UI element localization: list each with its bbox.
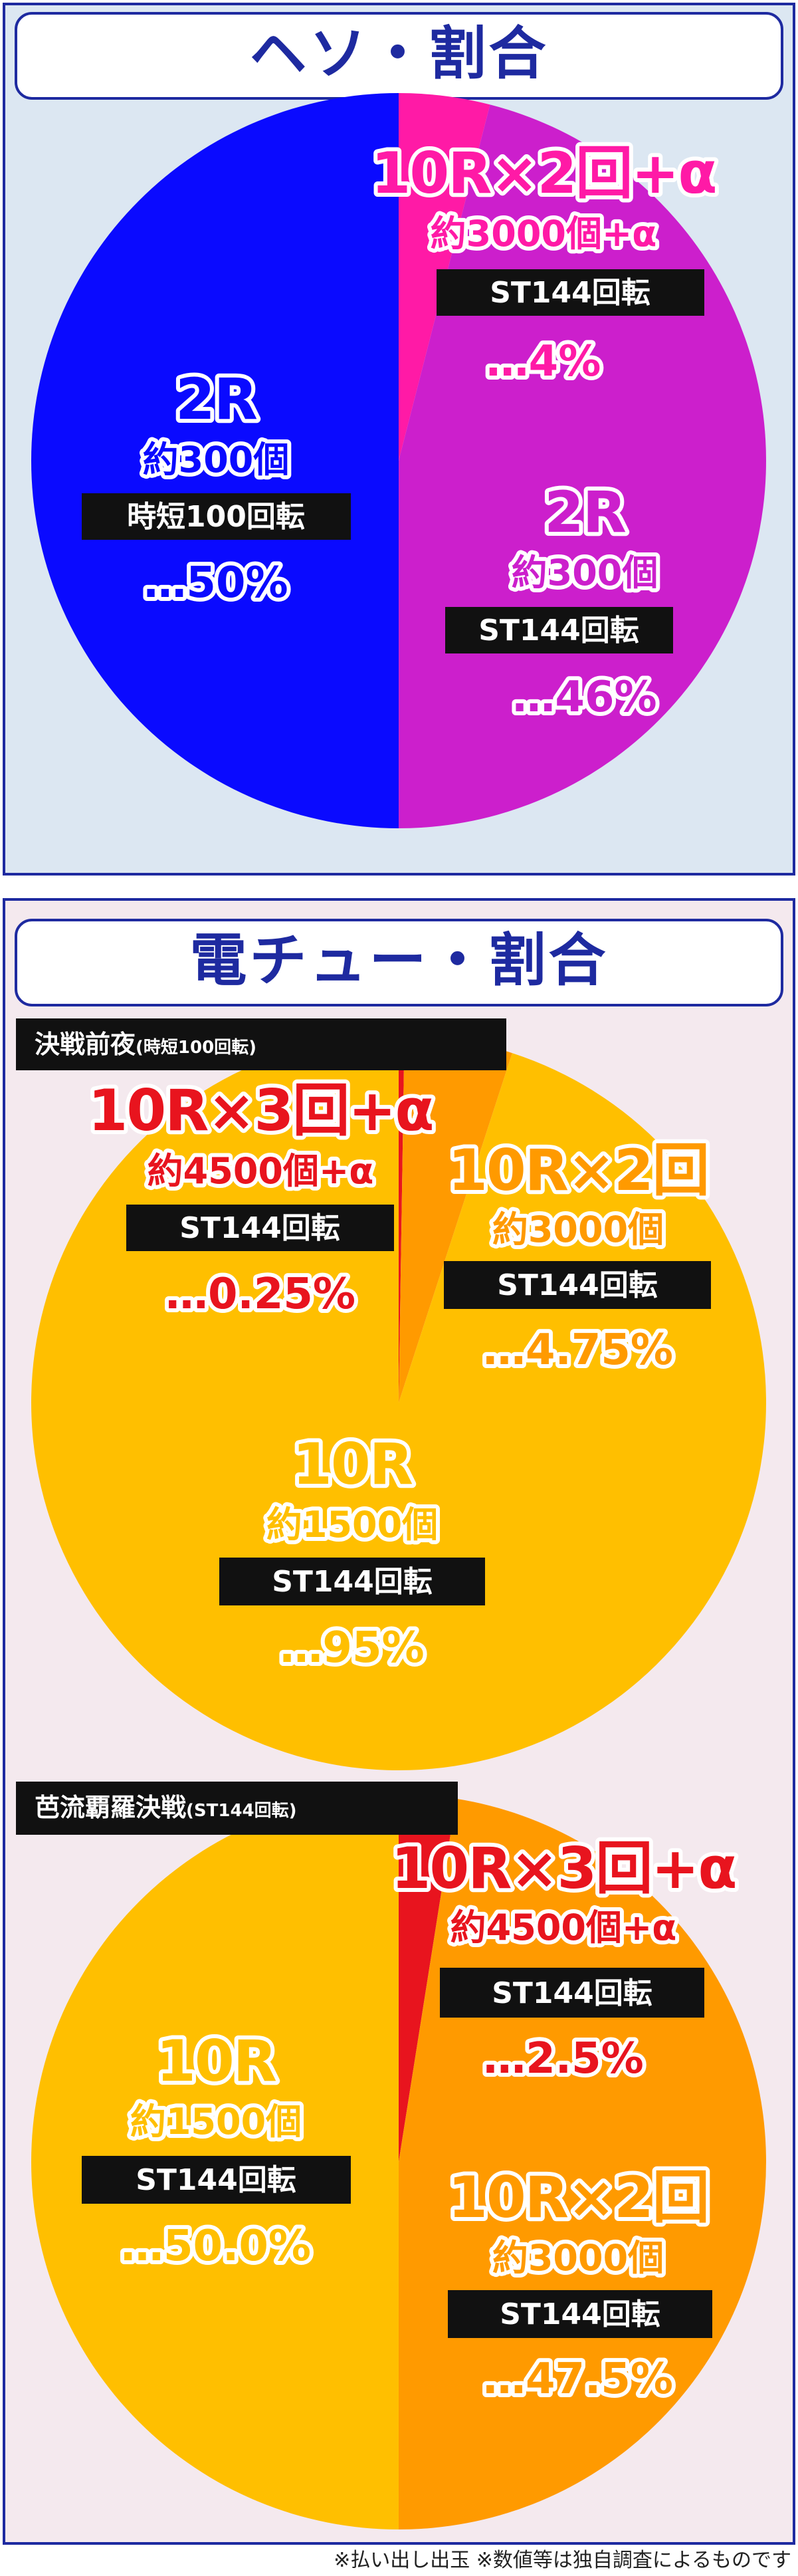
slice-percent-label: …50.0%	[121, 2222, 311, 2271]
slice-payout-label: 約3000個+α	[431, 213, 657, 255]
slice-payout-label: 約4500個+α	[148, 1150, 374, 1192]
slice-percent-label: …4.75%	[483, 1326, 673, 1375]
slice-10r3	[399, 1035, 405, 1403]
slice-round-label: 10R	[292, 1431, 413, 1498]
st-label: ST144回転	[497, 1268, 658, 1302]
heso-slice-label-2r-jitan: 2R 約300個 時短100回転 …50%	[82, 362, 351, 612]
slice-round-label: 10R×2回+α	[371, 140, 716, 207]
slice-payout-label: 約1500個	[266, 1504, 438, 1546]
series-name: 決戦前夜	[35, 1030, 136, 1059]
heso-slice-label-2r-st: 2R 約300個 ST144回転 …46%	[445, 475, 673, 726]
series-note: (時短100回転)	[136, 1038, 257, 1058]
slice-round-label: 10R×3回+α	[391, 1835, 736, 1902]
slice-percent-label: …95%	[280, 1623, 424, 1673]
slice-2r-jitan	[31, 93, 399, 828]
slice-round-label: 2R	[175, 366, 257, 433]
heso-title: ヘソ・割合	[15, 12, 783, 100]
slice-payout-label: 約3000個	[492, 1209, 664, 1250]
zenya-slice-label-10r: 10R 約1500個 ST144回転 …95%	[219, 1427, 485, 1677]
st-box	[82, 493, 351, 540]
barubara-strip: 芭流覇羅決戦(ST144回転)	[16, 1782, 458, 1835]
st-box	[219, 1558, 485, 1605]
st-label: 時短100回転	[127, 500, 305, 534]
series-note: (ST144回転)	[186, 1801, 297, 1821]
st-label: ST144回転	[492, 1976, 652, 2010]
barubara-slice-label-10r: 10R 約1500個 ST144回転 …50.0%	[82, 2024, 351, 2275]
slice-round-label: 10R×2回	[448, 1137, 708, 1204]
zenya-slice-label-10r3: 10R×3回+α 約4500個+α ST144回転 …0.25%	[84, 1074, 439, 1323]
slice-payout-label: 約300個	[143, 439, 290, 481]
slice-percent-label: …0.25%	[165, 1270, 355, 1319]
zenya-slice-label-10r2: 10R×2回 約3000個 ST144回転 …4.75%	[444, 1133, 714, 1379]
kessen-zenya-strip: 決戦前夜(時短100回転)	[16, 1018, 506, 1070]
st-label: ST144回転	[490, 276, 650, 310]
slice-payout-label: 約4500個+α	[450, 1907, 677, 1948]
st-label: ST144回転	[272, 1565, 433, 1599]
st-box	[444, 1261, 711, 1309]
st-label: ST144回転	[478, 614, 639, 647]
st-box	[440, 1968, 704, 2018]
slice-10r3	[399, 1794, 456, 2162]
denchu-title: 電チュー・割合	[15, 919, 783, 1006]
st-box	[82, 2156, 351, 2204]
st-box	[126, 1205, 394, 1251]
slice-payout-label: 約300個	[512, 552, 658, 594]
st-label: ST144回転	[136, 2163, 296, 2197]
st-label: ST144回転	[500, 2297, 660, 2331]
footnote: ※払い出し出玉 ※数値等は独自調査によるものです	[334, 2549, 791, 2572]
slice-percent-label: …46%	[512, 673, 656, 722]
st-box	[448, 2290, 712, 2338]
barubara-slice-label-10r2: 10R×2回 約3000個 ST144回転 …47.5%	[444, 2161, 714, 2408]
slice-percent-label: …2.5%	[483, 2034, 644, 2083]
slice-payout-label: 約1500個	[130, 2101, 302, 2143]
slice-percent-label: …47.5%	[483, 2355, 673, 2404]
st-label: ST144回転	[179, 1211, 340, 1245]
series-name: 芭流覇羅決戦	[35, 1793, 187, 1822]
slice-percent-label: …50%	[144, 558, 288, 608]
st-box	[437, 269, 704, 316]
slice-round-label: 2R	[544, 479, 626, 546]
slice-10r2	[399, 1035, 512, 1403]
slice-payout-label: 約3000個	[492, 2237, 664, 2279]
slice-round-label: 10R×3回+α	[88, 1078, 433, 1144]
barubara-slice-label-10r3: 10R×3回+α 約4500個+α ST144回転 …2.5%	[387, 1831, 742, 2087]
st-box	[445, 607, 673, 653]
slice-round-label: 10R	[156, 2028, 276, 2095]
slice-round-label: 10R×2回	[448, 2165, 708, 2231]
heso-slice-label-10r2: 10R×2回+α 約3000個+α ST144回転 …4%	[367, 136, 722, 390]
slice-percent-label: …4%	[486, 337, 601, 386]
